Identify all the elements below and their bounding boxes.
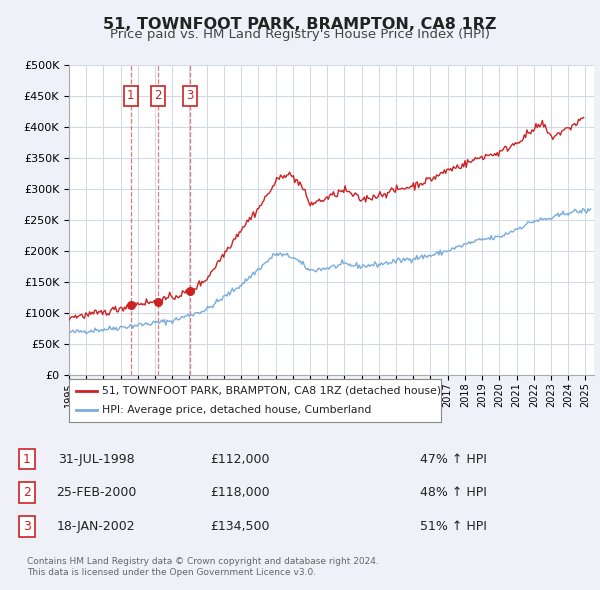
Text: This data is licensed under the Open Government Licence v3.0.: This data is licensed under the Open Gov… <box>27 568 316 577</box>
Text: 51, TOWNFOOT PARK, BRAMPTON, CA8 1RZ: 51, TOWNFOOT PARK, BRAMPTON, CA8 1RZ <box>103 17 497 31</box>
Text: 18-JAN-2002: 18-JAN-2002 <box>56 520 136 533</box>
Text: 3: 3 <box>23 520 31 533</box>
Text: 1: 1 <box>127 89 134 103</box>
Text: HPI: Average price, detached house, Cumberland: HPI: Average price, detached house, Cumb… <box>103 405 372 415</box>
Text: £134,500: £134,500 <box>210 520 270 533</box>
Text: 2: 2 <box>154 89 161 103</box>
Text: 2: 2 <box>23 486 31 499</box>
Text: 1: 1 <box>23 453 31 466</box>
Text: Price paid vs. HM Land Registry's House Price Index (HPI): Price paid vs. HM Land Registry's House … <box>110 28 490 41</box>
Text: Contains HM Land Registry data © Crown copyright and database right 2024.: Contains HM Land Registry data © Crown c… <box>27 557 379 566</box>
Text: £118,000: £118,000 <box>210 486 270 499</box>
Text: 31-JUL-1998: 31-JUL-1998 <box>58 453 134 466</box>
Text: £112,000: £112,000 <box>210 453 270 466</box>
Text: 47% ↑ HPI: 47% ↑ HPI <box>420 453 487 466</box>
Text: 48% ↑ HPI: 48% ↑ HPI <box>420 486 487 499</box>
Text: 51, TOWNFOOT PARK, BRAMPTON, CA8 1RZ (detached house): 51, TOWNFOOT PARK, BRAMPTON, CA8 1RZ (de… <box>103 386 442 396</box>
Text: 51% ↑ HPI: 51% ↑ HPI <box>420 520 487 533</box>
Text: 25-FEB-2000: 25-FEB-2000 <box>56 486 136 499</box>
Text: 3: 3 <box>187 89 194 103</box>
